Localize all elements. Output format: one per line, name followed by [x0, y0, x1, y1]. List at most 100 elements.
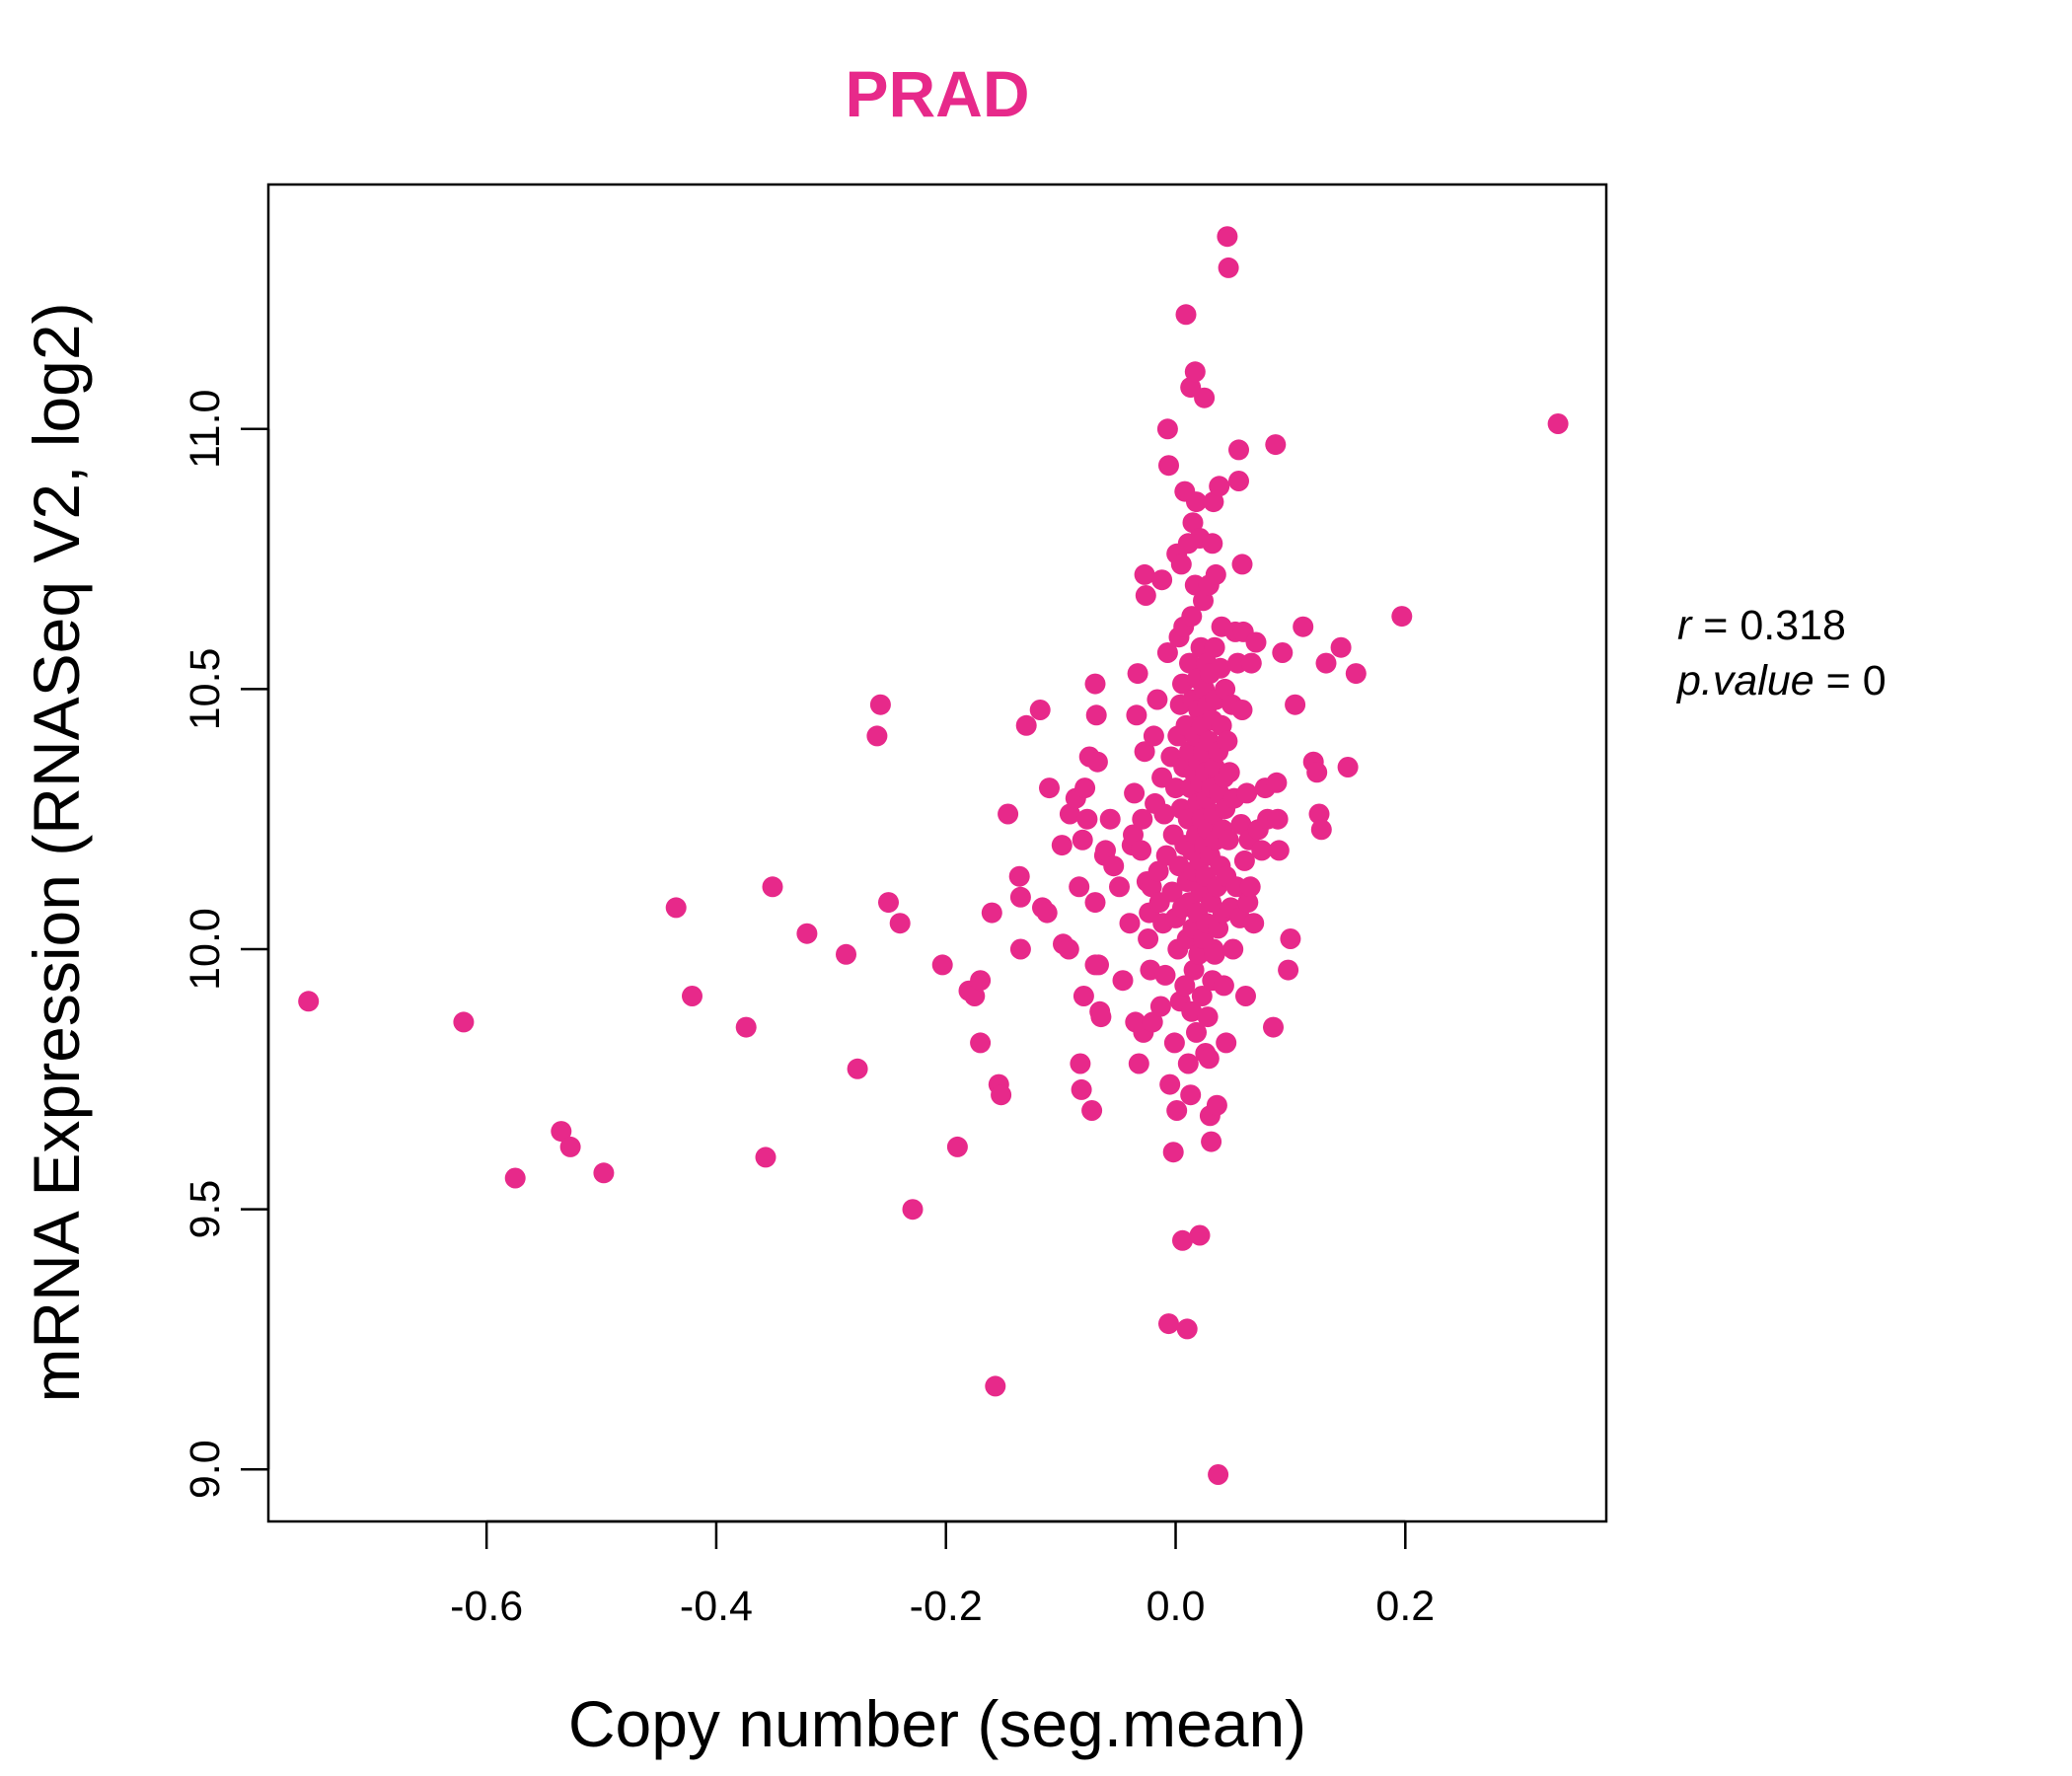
p-value: 0	[1863, 657, 1887, 704]
x-tick-label: 0.2	[1375, 1583, 1435, 1630]
y-tick-label: 9.5	[182, 1180, 229, 1239]
data-point	[1159, 1073, 1181, 1095]
data-point	[1186, 491, 1207, 513]
data-point	[1149, 996, 1171, 1017]
data-point	[1084, 673, 1106, 695]
data-point	[1217, 730, 1238, 752]
x-tick-label: -0.6	[450, 1583, 523, 1630]
data-point	[796, 923, 818, 944]
x-tick-label: -0.4	[680, 1583, 753, 1630]
data-point	[1231, 700, 1253, 720]
data-point	[1230, 814, 1252, 835]
data-point	[981, 902, 1002, 924]
data-point	[991, 1084, 1012, 1106]
data-point	[1084, 892, 1106, 914]
data-point	[1008, 865, 1030, 887]
data-point	[1099, 808, 1121, 830]
data-point	[1310, 819, 1332, 841]
data-point	[504, 1167, 526, 1189]
y-tick-label: 11.0	[182, 390, 229, 470]
x-axis: -0.6 -0.4 -0.2 0.0 0.2	[450, 1519, 1435, 1630]
data-point	[1158, 455, 1179, 477]
data-point	[1123, 824, 1144, 846]
data-point	[1245, 631, 1267, 653]
data-point	[1127, 663, 1148, 685]
data-point	[1051, 835, 1073, 856]
data-point	[1172, 1229, 1193, 1251]
data-point	[1239, 876, 1261, 898]
data-point	[1293, 616, 1314, 637]
data-point	[1072, 829, 1093, 851]
r-value: 0.318	[1739, 602, 1846, 649]
data-point	[1095, 840, 1116, 861]
data-point	[453, 1011, 475, 1033]
points-layer	[298, 226, 1569, 1485]
data-point	[1208, 1464, 1229, 1485]
data-point	[1267, 808, 1289, 830]
data-point	[1162, 1142, 1184, 1163]
data-point	[1266, 772, 1288, 793]
data-point	[836, 943, 856, 965]
x-tick-label: -0.2	[910, 1583, 983, 1630]
data-point	[1141, 876, 1162, 898]
data-point	[1263, 1016, 1284, 1038]
data-point	[1119, 913, 1141, 934]
data-point	[1175, 304, 1197, 326]
data-point	[1074, 777, 1096, 799]
data-point	[1161, 881, 1183, 903]
data-point	[682, 986, 703, 1006]
x-tick-label: 0.0	[1147, 1583, 1206, 1630]
data-point	[1306, 762, 1328, 783]
data-point	[1069, 876, 1090, 898]
data-point	[1182, 512, 1204, 534]
data-point	[1134, 563, 1155, 585]
data-point	[946, 1136, 968, 1157]
data-point	[1158, 1313, 1179, 1335]
data-point	[1280, 928, 1301, 949]
data-point	[1228, 439, 1249, 461]
r-stat: r = 0.318	[1677, 602, 1846, 649]
data-point	[964, 986, 986, 1006]
data-point	[1231, 554, 1253, 575]
data-point	[1131, 840, 1152, 861]
data-point	[1211, 714, 1232, 736]
data-point	[298, 991, 320, 1012]
data-point	[1138, 928, 1159, 949]
data-point	[1183, 959, 1205, 981]
y-axis: 9.0 9.5 10.0 10.5 11.0	[182, 390, 270, 1499]
data-point	[1090, 1006, 1112, 1028]
data-point	[735, 1016, 757, 1038]
data-point	[1265, 434, 1287, 456]
data-point	[1197, 1006, 1219, 1028]
data-point	[1216, 1032, 1237, 1054]
data-point	[1147, 860, 1169, 882]
data-point	[1201, 1131, 1222, 1152]
data-point	[1315, 652, 1337, 674]
data-point	[1015, 714, 1037, 736]
data-point	[559, 1136, 581, 1157]
data-point	[1029, 700, 1051, 720]
x-axis-label: Copy number (seg.mean)	[568, 1687, 1306, 1760]
data-point	[1151, 569, 1173, 591]
data-point	[1203, 491, 1224, 513]
data-point	[1235, 986, 1256, 1006]
y-tick-label: 10.0	[182, 908, 229, 991]
data-point	[1073, 986, 1094, 1006]
data-point	[1103, 855, 1125, 877]
data-point	[1198, 1048, 1220, 1070]
data-point	[1209, 476, 1230, 497]
y-tick-label: 9.0	[182, 1440, 229, 1499]
data-point	[1228, 471, 1249, 491]
stats-annotation: r = 0.318 p.value = 0	[1675, 602, 1887, 704]
data-point	[1009, 938, 1031, 960]
data-point	[755, 1147, 777, 1168]
data-point	[593, 1162, 615, 1184]
data-point	[1039, 777, 1060, 799]
data-point	[1036, 902, 1058, 924]
data-point	[869, 694, 891, 715]
data-point	[1204, 943, 1225, 965]
data-point	[1189, 1224, 1211, 1246]
data-point	[1112, 970, 1134, 992]
y-axis-label: mRNA Expression (RNASeq V2, log2)	[20, 302, 93, 1402]
